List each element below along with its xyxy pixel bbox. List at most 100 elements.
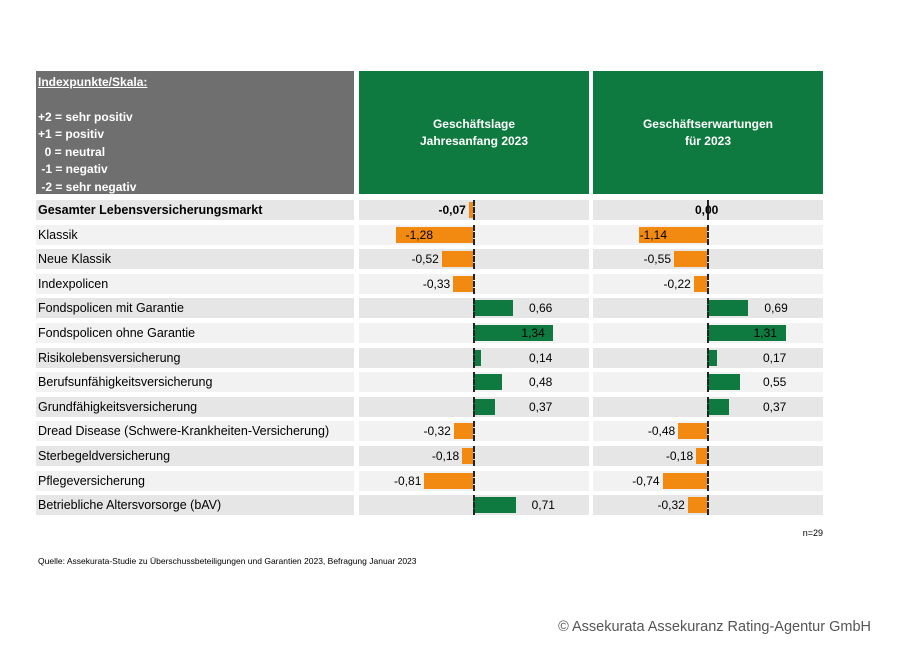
bar-cell: 1,34 xyxy=(359,323,589,343)
bar xyxy=(678,423,707,440)
data-label: -0,48 xyxy=(647,424,676,439)
category-label: Berufsunfähigkeitsversicherung xyxy=(36,372,354,393)
zero-axis xyxy=(707,347,709,368)
zero-axis xyxy=(707,200,709,220)
data-label: -0,33 xyxy=(422,276,451,291)
bar xyxy=(424,472,473,489)
data-label: -0,18 xyxy=(431,449,460,463)
bar xyxy=(707,398,730,415)
bar-cell: 0,17 xyxy=(593,347,823,368)
zero-axis xyxy=(473,273,475,294)
zero-axis xyxy=(473,372,475,393)
legend-line: 0 = neutral xyxy=(38,144,106,159)
bar xyxy=(473,349,482,366)
bar xyxy=(441,251,473,268)
bar xyxy=(687,497,707,514)
category-label: Risikolebensversicherung xyxy=(36,347,354,368)
column-header-geschaeftserwartungen: Geschäftserwartungen für 2023 xyxy=(593,71,823,194)
category-label: Klassik xyxy=(36,224,354,245)
zero-axis xyxy=(473,446,475,466)
data-label: 0,69 xyxy=(764,301,788,316)
bar xyxy=(707,374,740,391)
bar xyxy=(707,349,718,366)
data-label: -0,55 xyxy=(643,252,671,267)
bar-cell: 0,48 xyxy=(359,372,589,393)
zero-axis xyxy=(473,421,475,442)
bar-cell: 1,31 xyxy=(593,323,823,343)
bar xyxy=(462,448,473,464)
bar-cell: -0,18 xyxy=(593,446,823,466)
data-label: 1,34 xyxy=(521,326,545,340)
category-label: Dread Disease (Schwere-Krankheiten-Versi… xyxy=(36,421,354,442)
category-label: Pflegeversicherung xyxy=(36,470,354,491)
data-label: 0,71 xyxy=(531,498,555,513)
zero-axis xyxy=(473,224,475,245)
category-label: Neue Klassik xyxy=(36,249,354,270)
data-label: 0,55 xyxy=(763,375,787,390)
category-label: Sterbegeldversicherung xyxy=(36,446,354,466)
bar xyxy=(696,448,707,464)
bar-cell: -0,32 xyxy=(593,495,823,516)
zero-axis xyxy=(707,421,709,442)
bar-cell: -1,14 xyxy=(593,224,823,245)
data-label: -1,14 xyxy=(639,227,667,242)
legend-box: Indexpunkte/Skala: +2 = sehr positiv +1 … xyxy=(36,71,354,194)
source-note: Quelle: Assekurata-Studie zu Überschussb… xyxy=(38,556,417,566)
bar xyxy=(707,325,786,341)
bar-cell: 0,66 xyxy=(359,298,589,319)
zero-axis xyxy=(707,323,709,343)
data-label: -0,74 xyxy=(632,473,660,488)
zero-axis xyxy=(707,224,709,245)
bar xyxy=(473,497,516,514)
category-label: Fondspolicen ohne Garantie xyxy=(36,323,354,343)
zero-axis xyxy=(707,396,709,417)
bar-cell: -1,28 xyxy=(359,224,589,245)
zero-axis xyxy=(707,298,709,319)
bar xyxy=(473,398,496,415)
data-label: 0,14 xyxy=(529,350,553,365)
bar xyxy=(473,374,502,391)
bar-cell: -0,18 xyxy=(359,446,589,466)
data-label: 0,48 xyxy=(529,375,553,390)
data-label: 0,17 xyxy=(763,350,787,365)
data-label: 0,00 xyxy=(695,203,719,217)
bar xyxy=(396,226,473,243)
bar xyxy=(693,275,707,292)
bar-cell: 0,14 xyxy=(359,347,589,368)
bar-cell: 0,37 xyxy=(359,396,589,417)
data-label: -0,32 xyxy=(657,498,685,513)
category-label: Indexpolicen xyxy=(36,273,354,294)
copyright: © Assekurata Assekuranz Rating-Agentur G… xyxy=(558,619,871,635)
bar xyxy=(707,300,749,317)
bar xyxy=(468,202,473,218)
zero-axis xyxy=(473,298,475,319)
zero-axis xyxy=(707,495,709,516)
bar xyxy=(674,251,707,268)
bar xyxy=(453,275,473,292)
category-label: Fondspolicen mit Garantie xyxy=(36,298,354,319)
data-label: -0,18 xyxy=(665,449,694,463)
bar xyxy=(473,325,554,341)
data-label: -0,81 xyxy=(394,473,422,488)
zero-axis xyxy=(473,396,475,417)
bar-cell: -0,48 xyxy=(593,421,823,442)
bar-cell: 0,71 xyxy=(359,495,589,516)
bar-cell: -0,33 xyxy=(359,273,589,294)
column-header-label: Geschäftslage Jahresanfang 2023 xyxy=(419,116,529,148)
column-header-geschaeftslage: Geschäftslage Jahresanfang 2023 xyxy=(359,71,589,194)
bar-cell: -0,32 xyxy=(359,421,589,442)
data-label: 1,31 xyxy=(753,326,777,340)
category-label: Betriebliche Altersvorsorge (bAV) xyxy=(36,495,354,516)
bar-cell: 0,55 xyxy=(593,372,823,393)
column-header-label: Geschäftserwartungen für 2023 xyxy=(642,116,774,148)
zero-axis xyxy=(707,273,709,294)
data-label: -1,28 xyxy=(405,227,433,242)
zero-axis xyxy=(707,446,709,466)
legend-title: Indexpunkte/Skala: xyxy=(38,75,148,89)
bar-cell: 0,37 xyxy=(593,396,823,417)
bar-cell: -0,52 xyxy=(359,249,589,270)
zero-axis xyxy=(707,372,709,393)
zero-axis xyxy=(707,470,709,491)
data-label: -0,32 xyxy=(423,424,451,439)
bar-cell: 0,00 xyxy=(593,200,823,220)
